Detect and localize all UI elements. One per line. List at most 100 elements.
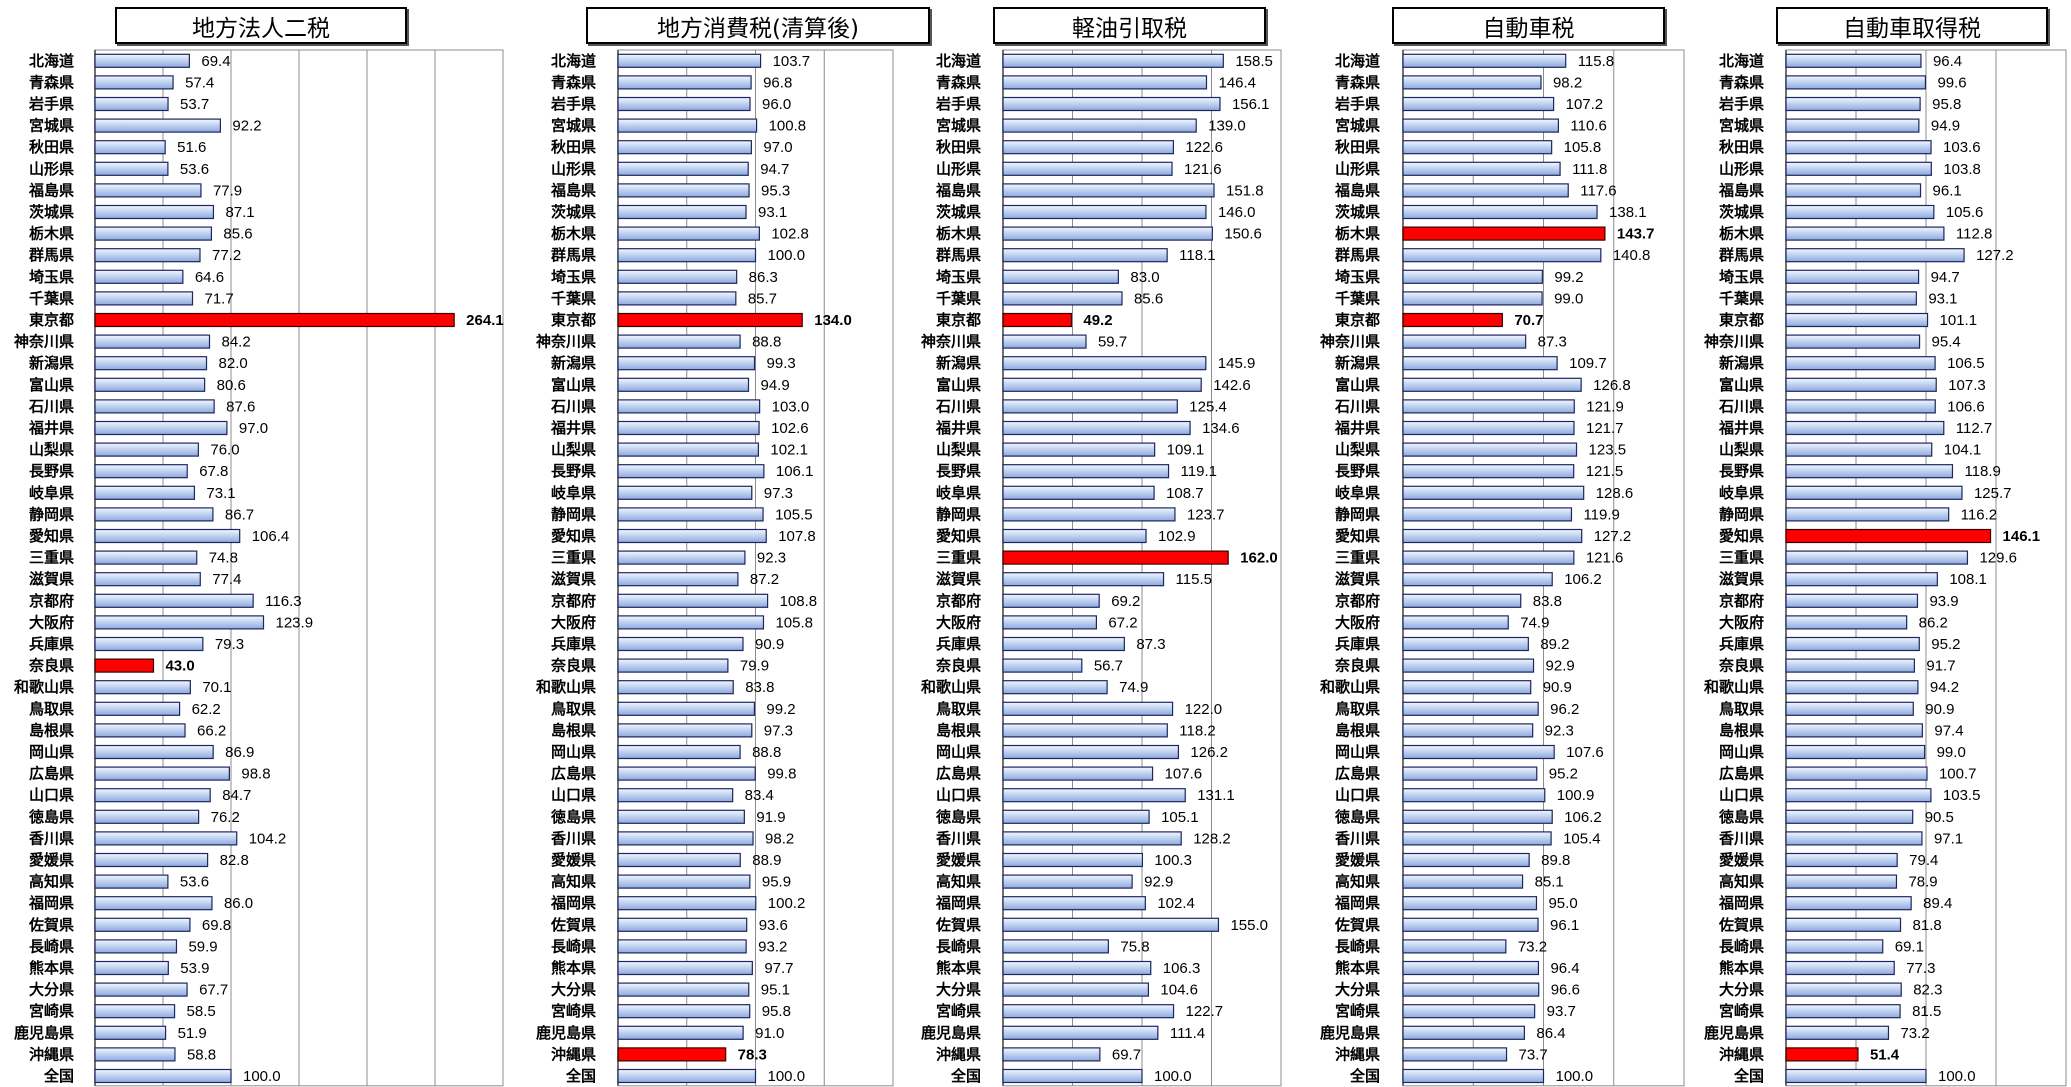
category-label: 鹿児島県 [536, 1024, 596, 1042]
value-label: 90.9 [755, 636, 784, 653]
category-label: 福井県 [550, 419, 596, 437]
category-label: 熊本県 [29, 959, 74, 977]
value-label: 146.0 [1218, 204, 1256, 221]
category-label: 秋田県 [936, 138, 981, 156]
value-label: 93.1 [758, 204, 787, 221]
value-label: 94.9 [1931, 118, 1960, 135]
value-label: 92.3 [1545, 722, 1574, 739]
bar [617, 744, 741, 760]
value-label: 123.7 [1187, 506, 1225, 523]
bar [94, 723, 186, 738]
bar [1402, 658, 1535, 673]
value-label: 73.2 [1518, 938, 1547, 955]
category-label: 栃木県 [551, 225, 596, 243]
bar [617, 485, 753, 500]
bar [1785, 831, 1923, 846]
bar [1785, 334, 1921, 349]
category-label: 茨城県 [29, 203, 74, 221]
bar [1402, 464, 1575, 479]
bar [94, 982, 188, 997]
category-label: 静岡県 [29, 505, 74, 523]
category-label: 兵庫県 [1335, 635, 1380, 653]
value-label: 97.3 [764, 485, 793, 502]
category-label: 奈良県 [550, 657, 596, 675]
value-label: 118.9 [1964, 463, 2000, 480]
value-label: 59.7 [1098, 334, 1127, 351]
bar [1785, 183, 1922, 198]
bar [617, 291, 737, 306]
bar [1402, 377, 1582, 392]
category-label: 北海道 [936, 52, 981, 70]
category-label: 岐阜県 [1335, 484, 1380, 502]
value-label: 96.8 [763, 74, 792, 91]
category-label: 徳島県 [1334, 808, 1380, 826]
value-label: 97.4 [1934, 722, 1963, 739]
bar [1785, 312, 1929, 328]
value-label: 87.1 [225, 204, 254, 221]
category-label: 佐賀県 [28, 916, 74, 934]
category-label: 福岡県 [1718, 894, 1764, 912]
category-label: 宮崎県 [936, 1002, 981, 1020]
bar [1402, 701, 1539, 716]
value-label: 93.2 [758, 938, 787, 955]
value-label: 66.2 [197, 722, 226, 739]
category-label: 滋賀県 [1335, 570, 1380, 588]
bar-highlighted [1785, 1047, 1859, 1062]
value-label: 156.1 [1232, 96, 1270, 113]
category-label: 三重県 [936, 549, 981, 567]
category-label: 鳥取県 [551, 700, 596, 718]
value-label: 150.6 [1224, 226, 1262, 243]
value-label: 73.7 [1519, 1046, 1548, 1063]
bar [1002, 248, 1168, 263]
bar [1785, 636, 1920, 652]
value-label: 100.0 [1154, 1068, 1192, 1085]
category-label: 秋田県 [1719, 138, 1764, 156]
value-label: 100.2 [768, 895, 806, 912]
value-label: 81.5 [1912, 1003, 1941, 1020]
value-label: 139.0 [1208, 118, 1246, 135]
category-label: 和歌山県 [1320, 678, 1380, 696]
bar [1785, 161, 1932, 176]
value-label: 94.7 [1931, 269, 1960, 286]
category-label: 大分県 [1335, 981, 1380, 999]
bar [94, 140, 166, 155]
value-label: 67.7 [199, 982, 228, 999]
category-label: 山口県 [936, 786, 981, 804]
value-label: 128.2 [1193, 830, 1231, 847]
bar [617, 831, 754, 846]
bar [1402, 528, 1583, 544]
value-label: 95.8 [762, 1003, 791, 1020]
category-label: 高知県 [29, 873, 74, 891]
category-label: 富山県 [936, 376, 981, 394]
value-label: 126.2 [1190, 744, 1228, 761]
value-label: 59.9 [188, 938, 217, 955]
bar [1402, 809, 1553, 824]
value-label: 121.6 [1586, 550, 1624, 567]
category-label: 宮城県 [551, 117, 596, 135]
category-label: 岡山県 [936, 743, 981, 761]
bar [94, 377, 206, 392]
chart-title-1: 地方法人二税 [115, 7, 407, 44]
bar [94, 399, 215, 414]
bar [617, 377, 750, 392]
value-label: 85.1 [1535, 874, 1564, 891]
category-label: 宮城県 [936, 117, 981, 135]
bar [1002, 291, 1123, 306]
bar [1785, 701, 1914, 716]
category-label: 山梨県 [1719, 441, 1764, 459]
category-label: 栃木県 [936, 225, 981, 243]
category-label: 熊本県 [1719, 959, 1764, 977]
category-label: 岐阜県 [1719, 484, 1764, 502]
category-label: 岡山県 [551, 743, 596, 761]
value-label: 83.8 [745, 679, 774, 696]
value-label: 105.1 [1161, 809, 1199, 826]
category-label: 宮城県 [29, 117, 74, 135]
value-label: 129.6 [1979, 550, 2017, 567]
bar [94, 356, 208, 371]
category-label: 愛媛県 [1335, 851, 1380, 869]
bar [1002, 593, 1100, 608]
value-label: 77.3 [1906, 960, 1935, 977]
value-label: 118.1 [1179, 247, 1215, 264]
value-label: 53.6 [180, 161, 209, 178]
bar [617, 226, 760, 241]
